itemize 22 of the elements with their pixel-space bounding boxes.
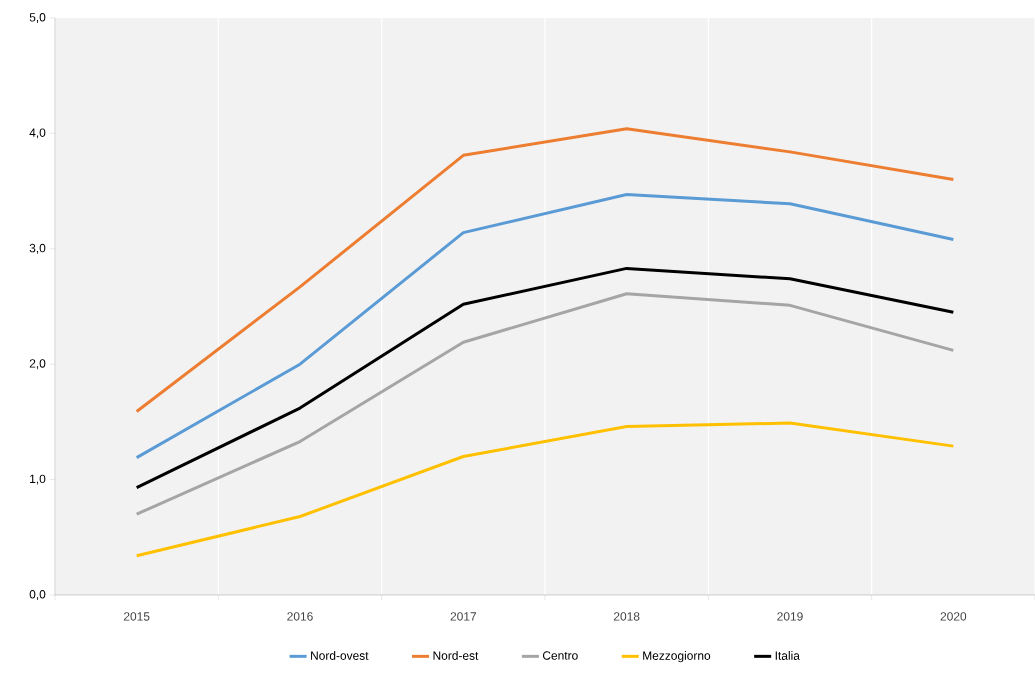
- x-tick-label: 2018: [613, 612, 640, 621]
- legend-label: Nord-est: [433, 651, 479, 660]
- y-tick-label: 1,0: [30, 474, 46, 485]
- y-tick-label: 5,0: [29, 13, 46, 23]
- x-tick-label: 2016: [287, 612, 313, 621]
- y-tick-label: 0,0: [29, 590, 46, 600]
- x-tick-label: 2020: [940, 612, 967, 621]
- legend-label: Nord-ovest: [311, 651, 369, 660]
- x-tick-label: 2017: [450, 612, 477, 621]
- x-tick-label: 2015: [123, 612, 150, 621]
- line-series: [135, 127, 955, 414]
- y-tick-label: 4,0: [29, 128, 46, 139]
- x-tick-label: 2019: [777, 612, 803, 621]
- legend-label: Italia: [775, 651, 800, 660]
- legend-label: Centro: [542, 651, 578, 660]
- line-series: [135, 421, 955, 558]
- legend-label: Mezzogiorno: [643, 651, 711, 663]
- line-series: [135, 193, 955, 460]
- line-series: [135, 266, 955, 490]
- y-tick-label: 2,0: [29, 359, 46, 370]
- y-tick-label: 3,0: [29, 243, 46, 254]
- line-series: [135, 292, 955, 516]
